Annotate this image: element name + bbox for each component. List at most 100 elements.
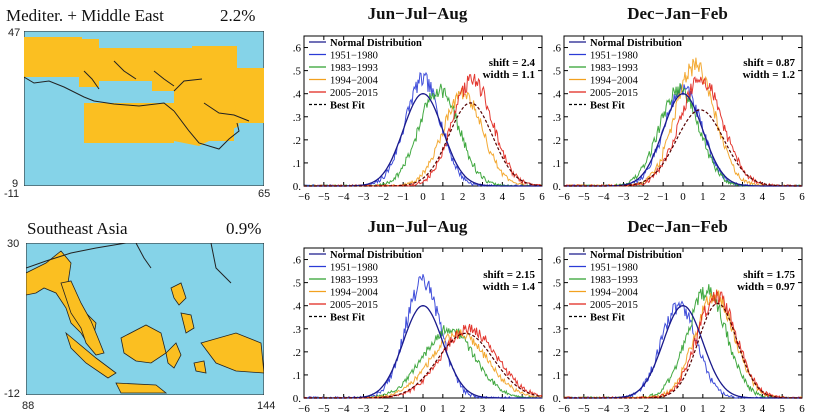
y-tick-label: .1 [293,370,301,382]
x-tick-label: 1 [440,403,446,415]
x-tick-label: −6 [298,403,310,415]
y-tick-label: .1 [553,158,561,170]
x-tick-label: −4 [598,403,610,415]
best-fit-line [304,332,543,399]
distribution-chart-mediterranean-djf: 0. .1 .2 .3 .4 .5 .6 −6 −5 −4 −3 −2 −1 0 1 2 3 4 5 6 Normal … [553,35,805,203]
y-tick-label: 0. [293,181,302,193]
x-tick-label: −4 [338,191,350,203]
x-tick-label: −1 [657,403,669,415]
x-tick-label: 5 [519,403,525,415]
x-tick-label: −5 [578,403,590,415]
map-lon-right-label: 144 [257,400,276,412]
legend-label: 2005−2015 [590,88,638,99]
legend-label: 1983−1993 [590,63,638,74]
series-line [304,329,543,399]
width-annotation: width = 0.97 [737,281,795,293]
map-lon-left-label: -11 [4,188,20,200]
series-line [303,323,543,399]
x-tick-label: −3 [358,403,370,415]
shift-annotation: shift = 1.75 [743,269,795,281]
x-tick-label: −2 [637,191,649,203]
x-tick-label: 4 [500,191,506,203]
x-tick-label: −6 [298,191,310,203]
legend-label: Normal Distribution [330,250,422,261]
region-percent: 2.2% [220,6,256,25]
normal-distribution-line [304,93,542,187]
width-annotation: width = 1.2 [743,69,796,81]
x-tick-label: −1 [657,191,669,203]
x-tick-label: 2 [720,191,726,203]
x-tick-label: 5 [519,191,525,203]
x-tick-label: −3 [618,403,630,415]
x-tick-label: −5 [318,191,330,203]
y-tick-label: .3 [293,324,302,336]
shift-annotation: shift = 2.4 [489,57,536,69]
legend-label: Best Fit [590,313,625,324]
legend-label: 1983−1993 [330,63,378,74]
best-fit-line [564,302,802,399]
legend-label: Best Fit [330,313,365,324]
x-tick-label: −5 [578,191,590,203]
y-tick-label: .4 [553,301,562,313]
panel-title: Jun−Jul−Aug [367,4,468,23]
legend-label: Normal Distribution [590,38,682,49]
region-title: Mediter. + Middle East [6,6,164,25]
width-annotation: width = 1.1 [483,69,535,81]
y-tick-label: 0. [553,393,562,405]
y-tick-label: .5 [293,278,302,290]
panel-title: Dec−Jan−Feb [627,217,728,236]
x-tick-label: 0 [680,403,686,415]
x-tick-label: 4 [760,403,766,415]
y-tick-label: .5 [553,278,562,290]
x-tick-label: 2 [460,191,466,203]
x-tick-label: 4 [500,403,506,415]
x-tick-label: 1 [700,403,706,415]
map-southeast-asia [26,243,264,395]
shift-annotation: shift = 0.87 [743,57,795,69]
y-tick-label: .3 [553,324,562,336]
x-tick-label: 3 [480,191,486,203]
y-tick-label: .6 [293,255,302,267]
legend-label: 1994−2004 [590,288,639,299]
legend-label: 1951−1980 [590,263,638,274]
y-tick-label: .4 [553,89,562,101]
x-tick-label: 5 [779,191,785,203]
x-tick-label: −4 [338,403,350,415]
y-tick-label: .2 [293,347,301,359]
distribution-chart-seasia-jja: 0. .1 .2 .3 .4 .5 .6 −6 −5 −4 −3 −2 −1 0 1 2 3 4 5 6 Normal … [293,247,545,415]
legend-label: 2005−2015 [330,300,378,311]
x-tick-label: −3 [618,191,630,203]
distribution-chart-mediterranean-jja: 0. .1 .2 .3 .4 .5 .6 −6 −5 −4 −3 −2 −1 0 1 2 3 4 5 6 Normal … [293,35,545,203]
x-tick-label: 6 [799,191,805,203]
y-tick-label: .2 [293,135,301,147]
map-mediterranean-middle-east [24,31,264,186]
x-tick-label: 3 [740,191,746,203]
x-tick-label: −4 [598,191,610,203]
y-tick-label: .5 [293,66,302,78]
x-tick-label: 0 [680,191,686,203]
x-tick-label: −6 [558,403,570,415]
legend-label: 2005−2015 [590,300,638,311]
legend-label: 1983−1993 [330,275,378,286]
map-lat-top-label: 30 [7,238,20,250]
y-tick-label: 0. [293,393,302,405]
x-tick-label: −1 [397,191,409,203]
panel-title: Jun−Jul−Aug [367,217,468,236]
y-tick-label: .4 [293,301,302,313]
legend-label: 1951−1980 [590,51,638,62]
region-title: Southeast Asia [27,219,128,238]
y-tick-label: .2 [553,135,561,147]
y-tick-label: 0. [553,181,562,193]
legend-label: 1951−1980 [330,51,378,62]
legend-label: 1983−1993 [590,275,638,286]
x-tick-label: 2 [720,403,726,415]
map-lat-top-label: 47 [8,27,21,39]
x-tick-label: −5 [318,403,330,415]
region-percent: 0.9% [226,219,262,238]
best-fit-line [304,102,543,187]
legend-label: 2005−2015 [330,88,378,99]
map-lon-right-label: 65 [258,188,271,200]
best-fit-line [564,109,802,187]
distribution-chart-seasia-djf: 0. .1 .2 .3 .4 .5 .6 −6 −5 −4 −3 −2 −1 0 1 2 3 4 5 6 Normal … [553,247,805,415]
x-tick-label: 2 [460,403,466,415]
